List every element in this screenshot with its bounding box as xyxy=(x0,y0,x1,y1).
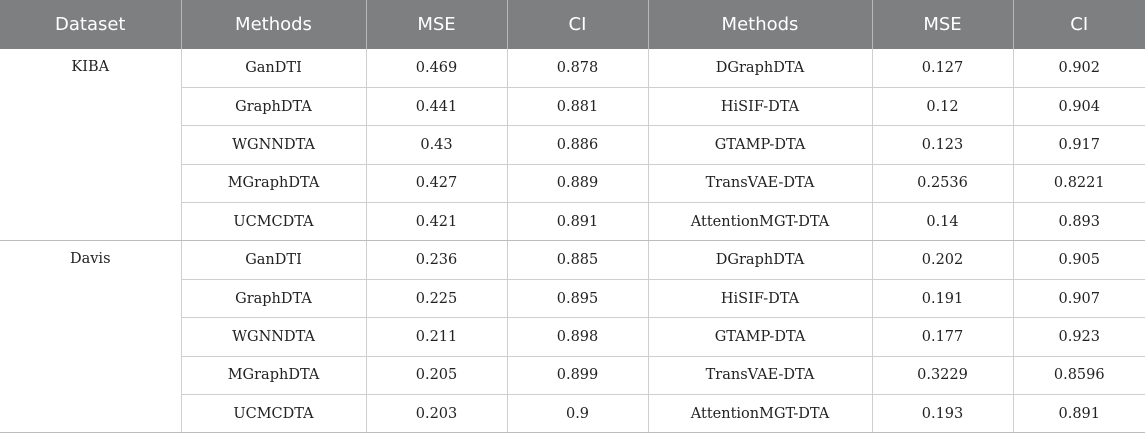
mse-left-cell: 0.469 xyxy=(366,49,508,88)
dataset-cell: Davis xyxy=(0,240,182,433)
table-row: GraphDTA 0.225 0.895 HiSIF-DTA 0.191 0.907 xyxy=(0,279,1145,319)
mse-left-cell: 0.421 xyxy=(366,202,508,242)
header-mse-left: MSE xyxy=(366,0,508,49)
mse-left-cell: 0.211 xyxy=(366,317,508,357)
table-row: UCMCDTA 0.203 0.9 AttentionMGT-DTA 0.193 0.89… xyxy=(0,394,1145,433)
mse-right-cell: 0.202 xyxy=(872,240,1014,280)
method-right-cell: HiSIF-DTA xyxy=(648,279,873,319)
header-dataset: Dataset xyxy=(0,0,182,49)
method-left-cell: MGraphDTA xyxy=(181,164,367,204)
mse-left-cell: 0.441 xyxy=(366,87,508,127)
ci-left-cell: 0.885 xyxy=(507,240,649,280)
mse-right-cell: 0.3229 xyxy=(872,356,1014,396)
ci-left-cell: 0.891 xyxy=(507,202,649,242)
method-left-cell: UCMCDTA xyxy=(181,202,367,242)
header-methods-left: Methods xyxy=(181,0,367,49)
mse-right-cell: 0.14 xyxy=(872,202,1014,242)
mse-left-cell: 0.205 xyxy=(366,356,508,396)
mse-right-cell: 0.12 xyxy=(872,87,1014,127)
table-body: KIBA GanDTI 0.469 0.878 DGraphDTA 0.127 0.902 G… xyxy=(0,49,1145,433)
table-row: UCMCDTA 0.421 0.891 AttentionMGT-DTA 0.14 0.8… xyxy=(0,202,1145,242)
method-left-cell: UCMCDTA xyxy=(181,394,367,433)
mse-left-cell: 0.225 xyxy=(366,279,508,319)
method-left-cell: WGNNDTA xyxy=(181,125,367,165)
ci-left-cell: 0.899 xyxy=(507,356,649,396)
header-ci-right: CI xyxy=(1070,14,1089,35)
ci-right-cell: 0.891 xyxy=(1013,394,1145,433)
mse-right-cell: 0.123 xyxy=(872,125,1014,165)
table-row: MGraphDTA 0.427 0.889 TransVAE-DTA 0.2536 0.8… xyxy=(0,164,1145,204)
table-row: WGNNDTA 0.43 0.886 GTAMP-DTA 0.123 0.917 xyxy=(0,125,1145,165)
method-left-cell: GanDTI xyxy=(181,240,367,280)
method-right-cell: AttentionMGT-DTA xyxy=(648,394,873,433)
header-ci-left: CI xyxy=(507,0,649,49)
method-right-cell: GTAMP-DTA xyxy=(648,317,873,357)
mse-right-cell: 0.193 xyxy=(872,394,1014,433)
mse-left-cell: 0.236 xyxy=(366,240,508,280)
ci-right-cell: 0.8596 xyxy=(1013,356,1145,396)
mse-right-cell: 0.127 xyxy=(872,49,1014,88)
ci-left-cell: 0.878 xyxy=(507,49,649,88)
method-left-cell: GanDTI xyxy=(181,49,367,88)
ci-right-cell: 0.8221 xyxy=(1013,164,1145,204)
table-row: GraphDTA 0.441 0.881 HiSIF-DTA 0.12 0.904 xyxy=(0,87,1145,127)
mse-right-cell: 0.177 xyxy=(872,317,1014,357)
mse-left-cell: 0.427 xyxy=(366,164,508,204)
ci-right-cell: 0.907 xyxy=(1013,279,1145,319)
method-right-cell: TransVAE-DTA xyxy=(648,356,873,396)
ci-left-cell: 0.881 xyxy=(507,87,649,127)
method-left-cell: MGraphDTA xyxy=(181,356,367,396)
ci-left-cell: 0.895 xyxy=(507,279,649,319)
method-right-cell: HiSIF-DTA xyxy=(648,87,873,127)
mse-left-cell: 0.203 xyxy=(366,394,508,433)
method-left-cell: GraphDTA xyxy=(181,87,367,127)
mse-right-cell: 0.2536 xyxy=(872,164,1014,204)
table-row: Davis GanDTI 0.236 0.885 DGraphDTA 0.202 0.905 xyxy=(0,240,1145,433)
method-right-cell: DGraphDTA xyxy=(648,49,873,88)
table-header: Dataset Methods MSE CI Methods MSE CI xyxy=(0,0,1145,49)
ci-left-cell: 0.898 xyxy=(507,317,649,357)
method-right-cell: DGraphDTA xyxy=(648,240,873,280)
table-row: KIBA GanDTI 0.469 0.878 DGraphDTA 0.127 0.902 xyxy=(0,49,1145,242)
header-row: Dataset Methods MSE CI Methods MSE CI xyxy=(0,0,1145,49)
mse-right-cell: 0.191 xyxy=(872,279,1014,319)
ci-right-cell: 0.893 xyxy=(1013,202,1145,242)
mse-left-cell: 0.43 xyxy=(366,125,508,165)
header-mse-right: MSE xyxy=(872,0,1014,49)
method-right-cell: TransVAE-DTA xyxy=(648,164,873,204)
ci-left-cell: 0.886 xyxy=(507,125,649,165)
method-left-cell: WGNNDTA xyxy=(181,317,367,357)
ci-right-cell: 0.902 xyxy=(1013,49,1145,88)
ci-right-cell: 0.905 xyxy=(1013,240,1145,280)
ci-right-cell: 0.923 xyxy=(1013,317,1145,357)
method-left-cell: GraphDTA xyxy=(181,279,367,319)
table-row: WGNNDTA 0.211 0.898 GTAMP-DTA 0.177 0.923 xyxy=(0,317,1145,357)
method-right-cell: AttentionMGT-DTA xyxy=(648,202,873,242)
ci-left-cell: 0.9 xyxy=(507,394,649,433)
ci-left-cell: 0.889 xyxy=(507,164,649,204)
table-row: MGraphDTA 0.205 0.899 TransVAE-DTA 0.3229 0.8… xyxy=(0,356,1145,396)
header-methods-right: Methods xyxy=(648,0,873,49)
ci-right-cell: 0.904 xyxy=(1013,87,1145,127)
ci-right-cell: 0.917 xyxy=(1013,125,1145,165)
method-right-cell: GTAMP-DTA xyxy=(648,125,873,165)
dataset-cell: KIBA xyxy=(0,49,182,242)
